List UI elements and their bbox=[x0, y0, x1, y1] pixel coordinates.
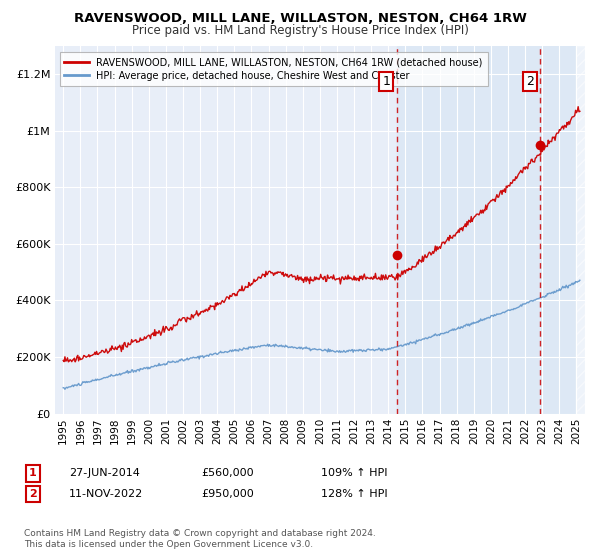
Bar bbox=[397, 46, 585, 413]
Text: RAVENSWOOD, MILL LANE, WILLASTON, NESTON, CH64 1RW: RAVENSWOOD, MILL LANE, WILLASTON, NESTON… bbox=[74, 12, 526, 25]
Text: 1: 1 bbox=[382, 74, 391, 88]
Text: £950,000: £950,000 bbox=[201, 489, 254, 499]
Text: £560,000: £560,000 bbox=[201, 468, 254, 478]
Text: Contains HM Land Registry data © Crown copyright and database right 2024.
This d: Contains HM Land Registry data © Crown c… bbox=[24, 529, 376, 549]
Text: 2: 2 bbox=[29, 489, 37, 499]
Text: 1: 1 bbox=[29, 468, 37, 478]
Legend: RAVENSWOOD, MILL LANE, WILLASTON, NESTON, CH64 1RW (detached house), HPI: Averag: RAVENSWOOD, MILL LANE, WILLASTON, NESTON… bbox=[59, 53, 488, 86]
Text: 27-JUN-2014: 27-JUN-2014 bbox=[69, 468, 140, 478]
Text: 109% ↑ HPI: 109% ↑ HPI bbox=[321, 468, 388, 478]
Bar bbox=[577, 46, 585, 413]
Text: 2: 2 bbox=[526, 74, 533, 88]
Text: 128% ↑ HPI: 128% ↑ HPI bbox=[321, 489, 388, 499]
Text: Price paid vs. HM Land Registry's House Price Index (HPI): Price paid vs. HM Land Registry's House … bbox=[131, 24, 469, 36]
Text: 11-NOV-2022: 11-NOV-2022 bbox=[69, 489, 143, 499]
